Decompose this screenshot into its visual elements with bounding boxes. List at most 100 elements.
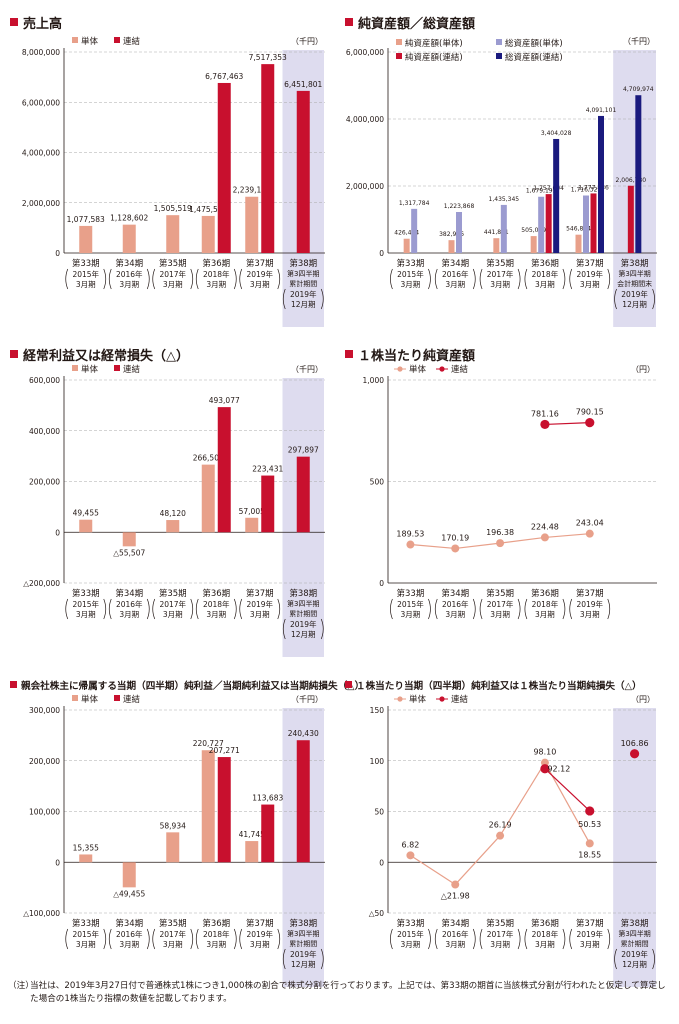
legend-swatch xyxy=(72,37,78,43)
x-tick-year: 2015年 xyxy=(72,599,99,609)
legend-label: 単体 xyxy=(81,364,99,375)
x-tick-quarter: 第3四半期 xyxy=(287,599,319,608)
paren-left xyxy=(108,268,112,290)
data-label: 1,505,519 xyxy=(154,204,192,213)
bar xyxy=(261,475,275,533)
title-marker xyxy=(10,18,18,26)
legend-swatch xyxy=(114,365,120,371)
x-tick-year: 2018年 xyxy=(532,929,559,939)
x-tick-year: 2019年 xyxy=(290,289,317,299)
x-tick-period: 第35期 xyxy=(486,588,514,599)
x-tick-period: 第35期 xyxy=(159,588,187,599)
paren-right xyxy=(320,948,324,970)
x-tick-month: 3月期 xyxy=(163,940,183,949)
chart-panel-4: １株当たり純資産額（円）単体 連結05001,000第33期2015年3月期第34… xyxy=(345,348,657,620)
x-tick-year: 2018年 xyxy=(532,269,559,279)
y-tick-label: 2,000,000 xyxy=(346,182,384,191)
legend-label: 連結 xyxy=(451,694,469,705)
x-tick-period: 第37期 xyxy=(576,918,604,929)
chart-title: １株当たり当期（四半期）純利益又は１株当たり当期純損失（△） xyxy=(356,680,642,692)
x-tick-period: 第34期 xyxy=(115,588,143,599)
data-label: 92.12 xyxy=(547,765,570,774)
data-label: 2,239,178 xyxy=(233,186,271,195)
paren-left xyxy=(195,928,199,950)
paren-right xyxy=(190,928,194,950)
data-label: 243.04 xyxy=(576,519,604,528)
x-tick-year: 2019年 xyxy=(246,269,273,279)
legend-label: 連結 xyxy=(123,364,141,375)
y-tick-label: 4,000,000 xyxy=(22,149,60,158)
paren-right xyxy=(607,268,611,290)
x-tick-month: 3月期 xyxy=(445,280,465,289)
paren-left xyxy=(479,598,483,620)
paren-right xyxy=(472,268,476,290)
bar xyxy=(403,238,410,253)
x-tick-year: 2016年 xyxy=(442,599,469,609)
data-label: 1,077,583 xyxy=(67,215,105,224)
data-label: 223,431 xyxy=(252,465,283,474)
bar xyxy=(627,185,634,253)
data-label: 4,709,974 xyxy=(623,86,654,93)
chart-title: １株当たり純資産額 xyxy=(358,348,475,364)
bar xyxy=(245,517,259,533)
data-label: △55,507 xyxy=(113,548,145,557)
x-tick-year: 2019年 xyxy=(246,929,273,939)
x-tick-year: 2018年 xyxy=(203,599,230,609)
x-tick-year: 2015年 xyxy=(397,929,424,939)
data-label: 49,455 xyxy=(73,509,99,518)
x-tick-month: 3月期 xyxy=(206,940,226,949)
paren-left xyxy=(152,928,156,950)
paren-right xyxy=(190,268,194,290)
y-tick-label: △100,000 xyxy=(23,909,60,918)
bar xyxy=(122,224,136,253)
y-tick-label: 0 xyxy=(379,858,384,867)
legend-marker xyxy=(397,366,403,372)
y-tick-label: 500 xyxy=(370,478,385,487)
data-label: 546,834 xyxy=(566,226,591,233)
x-tick-period: 第38期 xyxy=(289,588,317,599)
legend-label: 連結 xyxy=(123,36,141,47)
bar xyxy=(166,215,180,253)
line-point xyxy=(451,880,460,889)
x-tick-period: 第33期 xyxy=(397,258,425,269)
line-point xyxy=(406,540,415,549)
x-tick-year: 2016年 xyxy=(442,269,469,279)
paren-right xyxy=(277,598,281,620)
paren-right xyxy=(233,928,237,950)
line-point xyxy=(629,749,640,759)
unit-label: （円） xyxy=(631,695,655,704)
x-tick-month: 3月期 xyxy=(490,940,510,949)
x-tick-month: 3月期 xyxy=(401,940,421,949)
bar xyxy=(545,194,552,253)
paren-left xyxy=(239,598,243,620)
paren-left xyxy=(390,598,393,620)
x-tick-year: 2015年 xyxy=(397,269,424,279)
data-label: 207,271 xyxy=(209,746,240,755)
series-line xyxy=(544,768,591,812)
title-marker xyxy=(345,350,353,358)
paren-right xyxy=(562,598,566,620)
x-tick-month: 3月期 xyxy=(206,280,226,289)
unit-label: （千円） xyxy=(291,36,323,46)
chart-panel-1: 売上高 （千円） 単体 連結 0 2,000,000 4,000,000 6,000,000 8… xyxy=(10,16,325,327)
legend-swatch xyxy=(396,39,402,45)
x-tick-year: 2019年 xyxy=(290,619,317,629)
x-tick-period: 第35期 xyxy=(159,918,187,929)
y-tick-label: 0 xyxy=(55,249,60,258)
data-label: 98.10 xyxy=(533,748,556,757)
bar xyxy=(201,464,215,533)
paren-left xyxy=(479,928,483,950)
bar xyxy=(217,757,231,863)
x-tick-year: 2018年 xyxy=(203,929,230,939)
footnote-lead: （注） xyxy=(8,981,34,991)
data-label: 426,434 xyxy=(394,230,419,237)
x-tick-month: 3月期 xyxy=(535,280,555,289)
paren-right xyxy=(103,928,107,950)
bar xyxy=(122,532,136,547)
paren-right xyxy=(233,268,237,290)
legend-label: 単体 xyxy=(81,36,99,47)
paren-right xyxy=(517,928,521,950)
data-label: 240,430 xyxy=(288,729,319,738)
paren-right xyxy=(320,288,324,310)
